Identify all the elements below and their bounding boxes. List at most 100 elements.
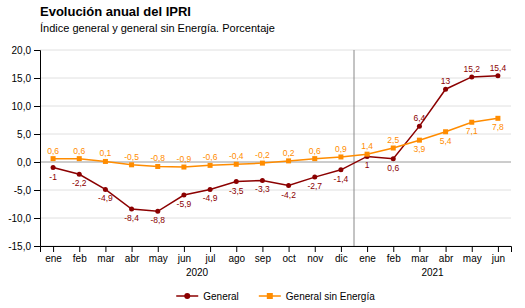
x-tick: feb — [73, 246, 87, 264]
x-tick: may — [463, 246, 482, 264]
y-tick-mark — [34, 134, 40, 135]
series-line — [53, 118, 498, 167]
y-tick-mark — [34, 162, 40, 163]
x-tick-label: mar — [411, 253, 429, 264]
x-tick-mark — [105, 246, 106, 252]
data-label: -0,5 — [124, 152, 139, 162]
x-tick-label: jul — [205, 253, 216, 264]
data-label: -3,5 — [229, 186, 244, 196]
x-tick: abr — [439, 246, 454, 264]
y-tick: 15,0 — [12, 73, 40, 84]
y-tick-label: -5,0 — [14, 185, 32, 196]
grid-line — [40, 106, 511, 107]
y-tick-mark — [34, 106, 40, 107]
point — [208, 163, 213, 168]
point — [51, 156, 56, 161]
point — [155, 164, 160, 169]
x-tick-label: feb — [73, 253, 87, 264]
data-label: 7,8 — [492, 122, 504, 132]
plot: -15,0-10,0-5,00,05,010,015,020,0enefebma… — [8, 45, 511, 278]
point — [417, 124, 422, 129]
data-label: 0,6 — [73, 146, 85, 156]
x-tick-label: oct — [282, 253, 296, 264]
data-label: 0,6 — [47, 146, 59, 156]
marks — [51, 73, 501, 214]
data-label: 6,4 — [414, 113, 426, 123]
x-tick: jul — [205, 246, 216, 264]
data-label: 3,9 — [414, 144, 426, 154]
x-tick-mark — [236, 246, 237, 252]
x-tick: ago — [228, 246, 245, 264]
x-tick-mark — [210, 246, 211, 252]
x-tick: sep — [255, 246, 272, 264]
y-tick-label: 5,0 — [17, 129, 31, 140]
x-tick: mar — [411, 246, 429, 264]
y-tick: 5,0 — [17, 129, 40, 140]
data-label: 2,5 — [387, 135, 399, 145]
x-tick-label: ene — [359, 253, 376, 264]
x-tick-label: jun — [491, 253, 505, 264]
data-label: 1 — [365, 160, 370, 170]
y-tick: -15,0 — [8, 241, 40, 252]
point — [260, 161, 265, 166]
x-tick: jun — [491, 246, 505, 264]
x-tick-mark — [419, 246, 420, 252]
data-label: -4,9 — [203, 193, 218, 203]
x-tick: mar — [97, 246, 115, 264]
y-axis-line — [34, 51, 41, 247]
point — [103, 187, 108, 192]
x-tick-label: feb — [387, 253, 401, 264]
x-tick-mark — [289, 246, 290, 252]
legend-marker — [267, 293, 273, 299]
point — [181, 193, 186, 198]
point — [155, 209, 160, 214]
x-tick: dic — [335, 246, 348, 264]
x-axis-line — [41, 247, 512, 253]
point — [208, 187, 213, 192]
data-label: -0,2 — [255, 150, 270, 160]
x-tick-mark — [367, 246, 368, 252]
point — [338, 154, 343, 159]
point — [338, 167, 343, 172]
data-label: 1,4 — [361, 141, 373, 151]
y-tick: 10,0 — [12, 101, 40, 112]
legend-label: General — [203, 291, 239, 302]
point — [103, 159, 108, 164]
data-label: -4,9 — [98, 193, 113, 203]
point — [77, 172, 82, 177]
point — [391, 156, 396, 161]
grid-line — [40, 190, 511, 191]
point — [495, 73, 500, 78]
y-tick-mark — [34, 218, 40, 219]
point — [365, 152, 370, 157]
data-label: -0,8 — [150, 153, 165, 163]
data-label: -3,3 — [255, 184, 270, 194]
grid-line — [40, 50, 511, 51]
data-label: 0,2 — [283, 148, 295, 158]
x-tick-mark — [132, 246, 133, 252]
data-label: -2,7 — [307, 181, 322, 191]
point — [443, 129, 448, 134]
data-label: -0,9 — [177, 154, 192, 164]
point — [391, 146, 396, 151]
grid — [40, 50, 511, 246]
legend-label: General sin Energía — [286, 291, 375, 302]
data-label: -2,2 — [72, 178, 87, 188]
x-tick-mark — [446, 246, 447, 252]
point — [260, 178, 265, 183]
y-tick: -5,0 — [14, 185, 40, 196]
x-tick-label: may — [463, 253, 482, 264]
point — [312, 175, 317, 180]
point — [51, 165, 56, 170]
year-label: 2020 — [186, 267, 209, 278]
y-tick-label: 20,0 — [12, 45, 32, 56]
title: Evolución anual del IPRI — [40, 4, 191, 19]
data-label: -5,9 — [177, 199, 192, 209]
data-label: 0,6 — [387, 163, 399, 173]
y-tick: 0,0 — [17, 157, 40, 168]
y-tick-mark — [34, 50, 40, 51]
y-tick-label: 10,0 — [12, 101, 32, 112]
year-separator — [354, 50, 355, 246]
y-tick-mark — [34, 190, 40, 191]
point — [234, 162, 239, 167]
